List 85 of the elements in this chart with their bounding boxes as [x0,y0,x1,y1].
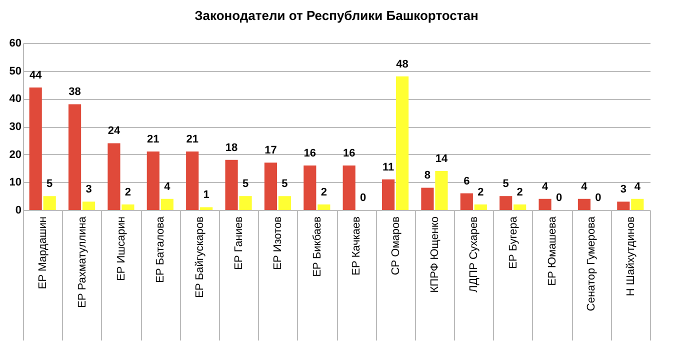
data-label: 24 [108,125,121,138]
bar [43,196,56,210]
data-label: 2 [516,186,523,198]
x-tick-label: СР Омаров [390,216,402,276]
data-label: 5 [282,178,288,190]
bar [500,196,512,210]
bar [122,204,134,210]
bar [146,152,160,210]
bar [382,179,395,210]
x-tick-label: КПРФ Ющенко [428,216,441,293]
x-tick-label: ЕР Юмашева [546,216,559,286]
bar [225,160,238,210]
y-tick-label: 50 [9,65,22,78]
data-label: 5 [502,178,509,190]
data-label: 2 [124,186,132,198]
y-tick-label: 10 [9,176,22,189]
data-label: 0 [556,192,562,204]
data-label: 5 [46,178,53,190]
bar [460,193,473,210]
data-label: 16 [304,147,316,160]
data-label: 2 [478,186,484,198]
x-tick-label: Н Шайхутдинов [624,216,637,296]
x-tick-label: Сенатор Гумерова [586,216,598,312]
bar [264,162,278,210]
data-label: 16 [342,147,356,160]
data-label: 4 [164,180,172,193]
bar [396,76,409,210]
bar [514,204,526,210]
bar [474,204,487,210]
data-label: 21 [147,134,160,146]
bar [421,188,434,210]
data-label: 8 [424,170,431,182]
bar [29,88,42,210]
data-label: 48 [396,58,408,70]
bar [617,202,630,210]
y-tick-label: 60 [9,38,22,50]
x-tick-label: ЕР Бугера [507,216,520,269]
y-tick-label: 0 [15,204,22,216]
bar [631,198,644,210]
data-label: 4 [634,180,642,193]
y-tick-label: 20 [9,148,22,161]
x-tick-label: ЕР Мардашин [37,216,50,290]
x-tick-label: ЕР Ганиев [233,216,246,270]
x-tick-label: ЛДПР Сухарев [468,216,480,292]
bar [200,207,213,210]
x-tick-label: ЕР Рахматуллина [76,216,88,308]
bar [278,196,292,210]
bar [342,165,356,210]
bar [68,104,82,210]
data-label: 11 [382,161,394,174]
data-label: 3 [86,184,92,196]
data-label: 4 [581,180,588,193]
bar [160,198,174,210]
data-label: 3 [620,184,626,196]
x-tick-label: ЕР Качкаев [350,216,363,276]
bar [304,165,316,210]
data-label: 18 [225,142,238,154]
x-tick-label: ЕР Ишсарин [115,216,128,281]
x-tick-label: ЕР Баталова [154,216,167,283]
chart-title: Законодатели от Республики Башкортостан [194,8,478,23]
bar [239,196,252,210]
x-tick-label: ЕР Бикбаев [311,216,324,277]
data-label: 5 [242,178,249,190]
bar [108,143,120,210]
data-label: 14 [435,153,448,166]
bar [318,204,330,210]
x-tick-label: ЕР Байгускаров [194,216,206,298]
bar [82,202,96,210]
data-label: 1 [203,189,210,202]
y-tick-label: 30 [9,121,22,133]
data-label: 21 [186,134,198,146]
data-label: 4 [542,180,549,193]
x-tick-label: ЕР Изотов [272,216,284,270]
data-label: 0 [595,192,602,204]
data-label: 6 [464,175,470,188]
bar [578,198,591,210]
data-label: 2 [320,186,327,198]
data-label: 44 [29,70,43,82]
bar [538,198,552,210]
y-tick-label: 40 [9,93,22,106]
data-label: 17 [264,144,277,157]
bar [435,171,448,210]
data-label: 38 [68,86,81,98]
bar [186,152,199,210]
data-label: 0 [360,192,366,204]
